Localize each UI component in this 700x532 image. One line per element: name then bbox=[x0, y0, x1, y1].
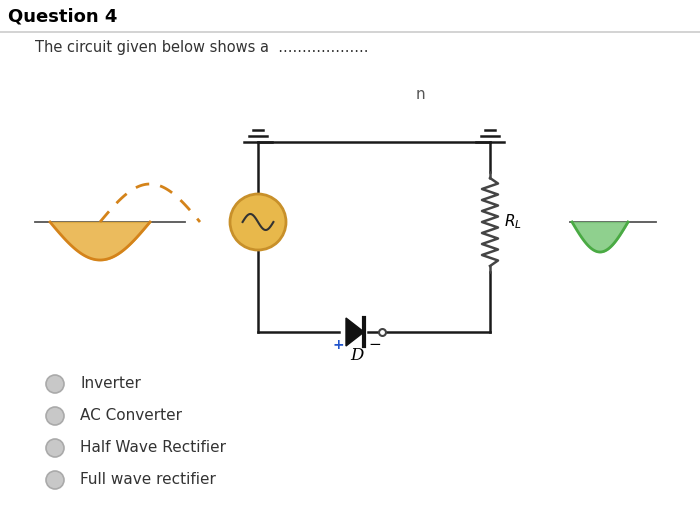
Text: Inverter: Inverter bbox=[80, 377, 141, 392]
Polygon shape bbox=[346, 318, 364, 346]
Circle shape bbox=[46, 407, 64, 425]
Text: Half Wave Rectifier: Half Wave Rectifier bbox=[80, 440, 226, 455]
Circle shape bbox=[230, 194, 286, 250]
Text: $R_L$: $R_L$ bbox=[504, 213, 522, 231]
Text: AC Converter: AC Converter bbox=[80, 409, 182, 423]
Text: The circuit given below shows a  ...................: The circuit given below shows a ........… bbox=[35, 40, 368, 55]
Text: n: n bbox=[415, 87, 425, 102]
Circle shape bbox=[46, 375, 64, 393]
Text: +: + bbox=[332, 338, 344, 352]
Text: −: − bbox=[368, 337, 381, 352]
Text: Full wave rectifier: Full wave rectifier bbox=[80, 472, 216, 487]
Text: D: D bbox=[350, 347, 364, 364]
Text: Question 4: Question 4 bbox=[8, 8, 118, 26]
Circle shape bbox=[46, 439, 64, 457]
Circle shape bbox=[46, 471, 64, 489]
